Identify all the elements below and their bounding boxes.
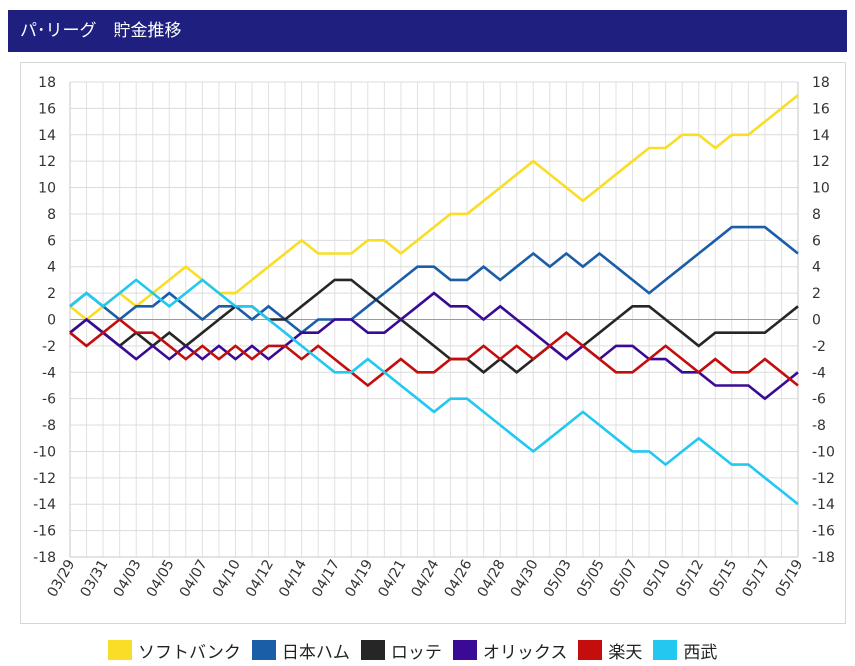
x-tick-label: 05/07 xyxy=(607,557,641,600)
series-line-lotte xyxy=(69,278,799,374)
legend-label-orix: オリックス xyxy=(482,642,568,663)
y-tick-label-right: 14 xyxy=(812,128,830,144)
x-tick-label: 04/28 xyxy=(475,557,509,600)
chart-legend: ソフトバンク 日本ハム ロッテ オリックス 楽天 西武 xyxy=(108,636,728,664)
x-tick-label: 03/31 xyxy=(78,557,112,600)
y-tick-label-right: -10 xyxy=(812,444,835,460)
legend-label-rakuten: 楽天 xyxy=(608,642,643,663)
series-line-orix xyxy=(69,291,799,401)
y-tick-label-left: 10 xyxy=(38,181,56,197)
y-tick-label-right: -6 xyxy=(812,392,826,408)
x-tick-label: 04/19 xyxy=(342,557,376,600)
y-tick-label-left: -4 xyxy=(42,365,56,381)
y-tick-label-left: -18 xyxy=(33,550,56,566)
x-tick-label: 04/05 xyxy=(144,557,178,600)
y-tick-label-left: 4 xyxy=(47,260,56,276)
x-tick-label: 04/10 xyxy=(210,557,244,600)
series-line-seibu xyxy=(69,278,799,506)
y-tick-label-left: -10 xyxy=(33,444,56,460)
legend-item-softbank: ソフトバンク xyxy=(108,638,241,663)
legend-swatch-nipponham xyxy=(251,640,276,660)
y-tick-label-right: 4 xyxy=(812,260,821,276)
series-line-nipponham xyxy=(69,225,799,335)
y-tick-label-right: 8 xyxy=(812,207,821,223)
x-tick-label: 04/14 xyxy=(276,557,310,600)
y-tick-label-right: 10 xyxy=(812,181,830,197)
x-tick-label: 04/03 xyxy=(111,557,145,600)
legend-swatch-orix xyxy=(452,640,477,660)
x-tick-label: 04/07 xyxy=(177,557,211,600)
legend-item-seibu: 西武 xyxy=(653,638,717,663)
legend-item-nipponham: 日本ハム xyxy=(251,638,350,663)
y-tick-label-left: 18 xyxy=(38,75,56,91)
y-tick-label-left: -16 xyxy=(33,524,56,540)
y-tick-label-right: -12 xyxy=(812,471,835,487)
y-tick-label-right: -18 xyxy=(812,550,835,566)
legend-label-seibu: 西武 xyxy=(683,642,718,663)
x-tick-label: 04/12 xyxy=(243,557,277,600)
y-tick-label-left: -14 xyxy=(33,497,56,513)
y-tick-label-left: 14 xyxy=(38,128,56,144)
y-tick-label-left: -2 xyxy=(42,339,56,355)
y-tick-label-right: -2 xyxy=(812,339,826,355)
y-tick-label-right: 6 xyxy=(812,233,821,249)
y-tick-label-left: 16 xyxy=(38,101,56,117)
legend-swatch-rakuten xyxy=(578,640,603,660)
legend-item-rakuten: 楽天 xyxy=(578,638,642,663)
y-tick-label-right: 16 xyxy=(812,101,830,117)
savings-line-chart: -18 -18 -16 -16 -14 -14 -12 -12 -10 -10 -8 -8 -6 -6 -4… xyxy=(33,75,835,600)
y-tick-label-right: -8 xyxy=(812,418,826,434)
series-line-softbank xyxy=(69,94,799,322)
y-tick-label-left: 6 xyxy=(47,233,56,249)
y-tick-label-left: -8 xyxy=(42,418,56,434)
chart-title: パ･リーグ 貯金推移 xyxy=(20,21,182,41)
y-tick-label-right: 2 xyxy=(812,286,821,302)
legend-swatch-seibu xyxy=(653,640,678,660)
legend-label-lotte: ロッテ xyxy=(390,642,442,663)
y-tick-label-left: 8 xyxy=(47,207,56,223)
x-tick-label: 04/26 xyxy=(442,557,476,600)
y-tick-label-left: 12 xyxy=(38,154,56,170)
x-tick-label: 04/21 xyxy=(375,557,409,600)
x-tick-label: 05/03 xyxy=(541,557,575,600)
series-line-rakuten xyxy=(69,317,799,388)
legend-swatch-lotte xyxy=(360,640,385,660)
y-tick-label-left: 2 xyxy=(47,286,56,302)
y-tick-label-right: -4 xyxy=(812,365,826,381)
y-tick-label-right: 12 xyxy=(812,154,830,170)
y-tick-label-right: -14 xyxy=(812,497,835,513)
y-tick-label-right: -16 xyxy=(812,524,835,540)
y-tick-label-right: 0 xyxy=(812,313,821,329)
x-tick-label: 04/24 xyxy=(408,557,442,600)
y-tick-label-left: 0 xyxy=(47,313,56,329)
x-tick-label: 05/10 xyxy=(640,557,674,600)
x-tick-label: 05/12 xyxy=(673,557,707,600)
y-tick-label-left: -12 xyxy=(33,471,56,487)
legend-item-orix: オリックス xyxy=(452,638,568,663)
legend-label-softbank: ソフトバンク xyxy=(138,642,241,663)
x-tick-label: 05/15 xyxy=(706,557,740,600)
legend-swatch-softbank xyxy=(108,640,132,660)
x-tick-label: 05/17 xyxy=(739,557,773,600)
x-tick-label: 04/30 xyxy=(508,557,542,600)
x-tick-label: 05/05 xyxy=(574,557,608,600)
y-tick-label-left: -6 xyxy=(42,392,56,408)
y-tick-label-right: 18 xyxy=(812,75,830,91)
x-tick-label: 05/19 xyxy=(772,557,806,600)
legend-label-nipponham: 日本ハム xyxy=(281,642,350,663)
legend-item-lotte: ロッテ xyxy=(360,638,442,663)
chart-title-banner: パ･リーグ 貯金推移 xyxy=(8,10,847,52)
x-tick-label: 04/17 xyxy=(309,557,343,600)
